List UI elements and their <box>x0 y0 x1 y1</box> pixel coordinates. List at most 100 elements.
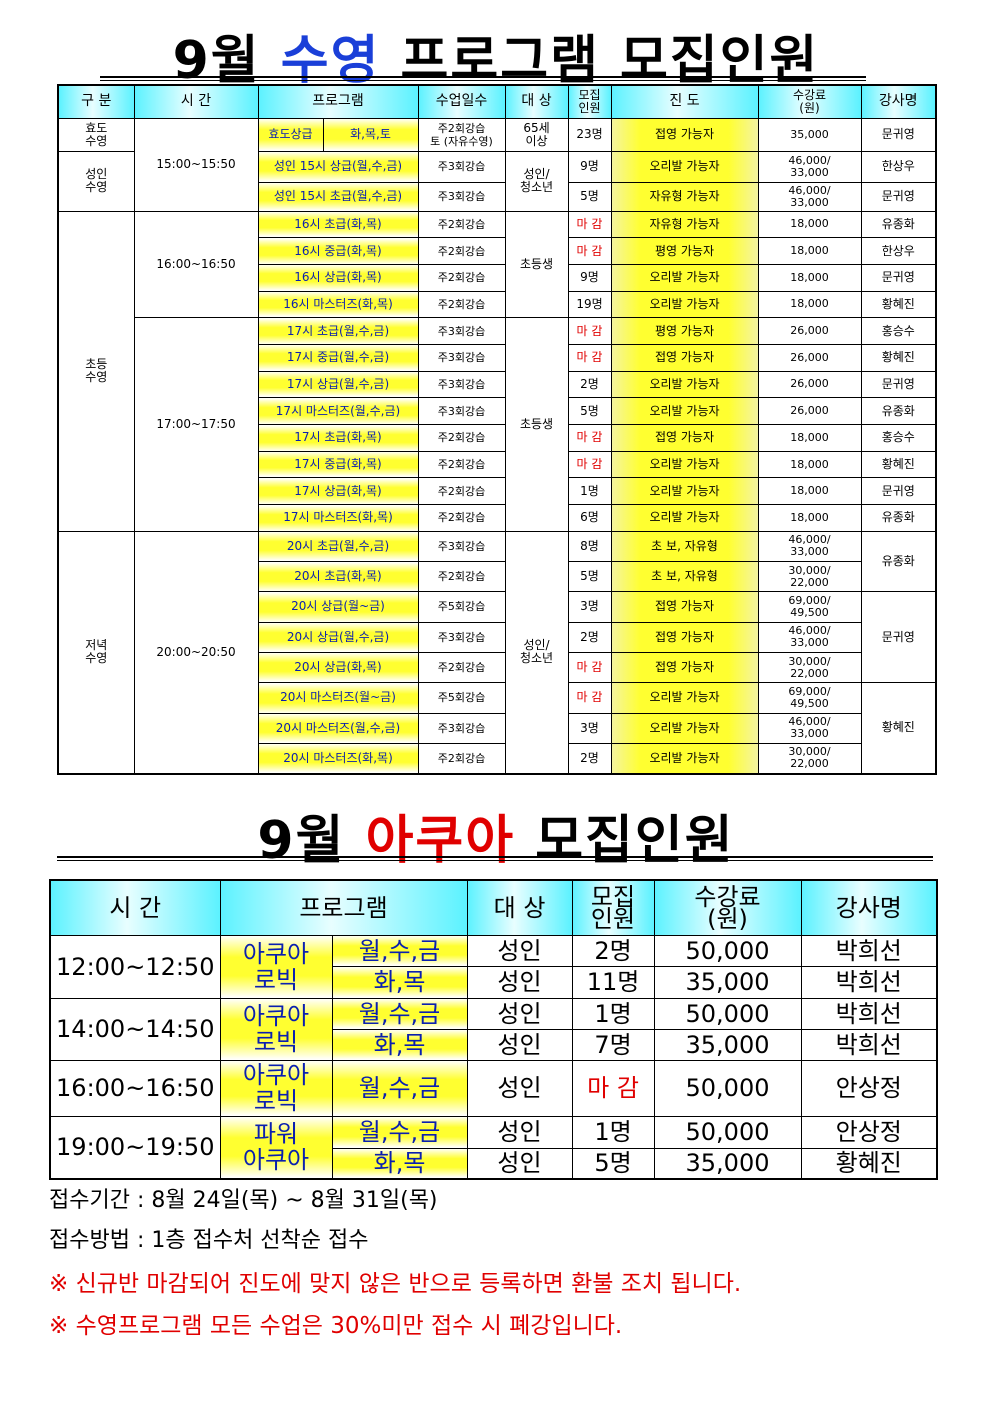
table-row: 초등 수영 16:00~16:50 16시 초급(화,목) 주2회강습 초등생 마 감 자유형… <box>57 210 937 532</box>
table-row: 14:00~14:50 아쿠아 로빅 월,수,금 성인 1명 50,000 박희선 <box>49 997 938 1061</box>
days-cell: 화,목 <box>331 965 468 999</box>
time-cell: 19:00~19:50 <box>49 1115 221 1180</box>
instructor-cell: 안상정 <box>800 1059 938 1117</box>
days-cell: 화,목 <box>331 1028 468 1061</box>
registration-period: 접수기간 : 8월 24일(목) ~ 8월 31일(목) <box>49 1188 438 1213</box>
table-row: 20시 상급(월,수,금) 주3회강습 2명 접영 가능자 46,000/33,000 <box>58 621 936 653</box>
target-cell: 성인 <box>466 1028 573 1061</box>
column-header: 대 상 <box>466 879 573 936</box>
days-cell: 화,목 <box>331 1147 468 1180</box>
instructor-cell: 문귀영 <box>860 263 937 292</box>
program-days-cell: 화,목,토 <box>322 117 419 152</box>
program-cell: 효도상급 <box>257 117 324 152</box>
program-cell: 성인 15시 상급(월,수,금) <box>257 150 419 183</box>
cancellation-warning: ※ 수영프로그램 모든 수업은 30%미만 접수 시 폐강입니다. <box>49 1313 623 1339</box>
column-header: 진 도 <box>610 84 759 119</box>
instructor-cell: 황혜진 <box>860 450 937 479</box>
table-row: 17:00~17:50 17시 초급(월,수,금) 주3회강습 초등생 마 감 평영 가능… <box>58 317 937 532</box>
table-row: 16시 중급(화,목) 주2회강습 마 감 평영 가능자 18,000 한상우 <box>58 237 937 265</box>
program-cell: 17시 상급(월,수,금) <box>257 370 419 399</box>
progress-cell: 평영 가능자 <box>610 317 759 345</box>
column-header: 강사명 <box>860 84 937 119</box>
days-cell: 월,수,금 <box>331 1059 468 1117</box>
column-header: 강사명 <box>800 879 938 936</box>
program-cell: 17시 중급(화,목) <box>257 450 419 479</box>
program-cell: 20시 상급(월~금) <box>257 591 419 623</box>
instructor-cell: 홍승수 <box>860 424 937 452</box>
program-cell: 16시 초급(화,목) <box>257 210 419 239</box>
target-cell: 성인 <box>466 1115 573 1149</box>
program-cell: 17시 마스터즈(월,수,금) <box>257 397 419 425</box>
progress-cell: 초 보, 자유형 <box>610 530 759 563</box>
table-row: 19:00~19:50 파워 아쿠아 월,수,금 성인 1명 50,000 안상정 <box>49 1115 938 1180</box>
instructor-cell: 문귀영 <box>860 117 937 152</box>
table-row: 성인 15시 초급(월,수,금) 주3회강습 5명 자유형 가능자 46,000/33,… <box>58 181 937 212</box>
table-row: 17시 상급(화,목) 주2회강습 1명 오리발 가능자 18,000 문귀영 <box>58 477 937 506</box>
count-cell: 마 감 <box>567 210 612 239</box>
target-cell: 성인 <box>466 1147 573 1180</box>
progress-cell: 접영 가능자 <box>610 424 759 452</box>
count-cell: 1명 <box>571 997 655 1030</box>
progress-cell: 평영 가능자 <box>610 237 759 265</box>
table-row: 20시 상급(화,목) 주2회강습 마 감 접영 가능자 30,000/22,000 <box>58 651 936 684</box>
sessions-cell: 주2회강습 <box>417 561 506 593</box>
instructor-cell: 황혜진 <box>860 682 937 775</box>
registration-method: 접수방법 : 1층 접수처 선착순 접수 <box>49 1228 369 1253</box>
count-cell: 1명 <box>567 477 612 506</box>
sessions-cell: 주5회강습 <box>417 682 506 714</box>
count-cell: 19명 <box>567 290 612 319</box>
time-cell: 15:00~15:50 <box>133 117 259 212</box>
sessions-cell: 주2회강습 <box>417 651 506 684</box>
target-cell: 성인 <box>466 965 573 999</box>
column-header: 대 상 <box>504 84 569 119</box>
target-cell: 초등생 <box>504 210 569 319</box>
count-cell: 마 감 <box>567 237 612 265</box>
count-cell: 마 감 <box>567 682 612 714</box>
title-rest: 프로그램 모집인원 <box>400 31 820 91</box>
target-cell: 성인 <box>466 997 573 1030</box>
instructor-cell: 유종화 <box>860 210 937 239</box>
time-cell: 17:00~17:50 <box>133 317 259 532</box>
column-header: 수강료 (원) <box>653 879 802 936</box>
fee-cell: 46,000/33,000 <box>757 181 862 212</box>
table-row: 17시 상급(월,수,금) 주3회강습 2명 오리발 가능자 26,000 문귀영 <box>58 370 937 399</box>
instructor-cell: 박희선 <box>800 934 938 967</box>
table-row: 17시 초급(화,목) 주2회강습 마 감 접영 가능자 18,000 홍승수 <box>58 424 937 452</box>
sessions-cell: 주3회강습 <box>417 712 506 744</box>
progress-cell: 오리발 가능자 <box>610 150 759 183</box>
count-cell: 2명 <box>571 934 655 967</box>
sessions-cell: 주2회강습 <box>417 504 506 532</box>
fee-cell: 35,000 <box>653 965 802 999</box>
fee-cell: 35,000 <box>757 117 862 152</box>
sessions-cell: 주3회강습 <box>417 370 506 399</box>
column-header: 수강료 (원) <box>757 84 862 119</box>
table-row: 17시 마스터즈(화,목) 주2회강습 6명 오리발 가능자 18,000 유종화 <box>58 504 937 532</box>
fee-cell: 18,000 <box>757 477 862 506</box>
table-row: 17시 중급(월,수,금) 주3회강습 마 감 접영 가능자 26,000 황혜진 <box>58 343 937 372</box>
fee-cell: 50,000 <box>653 997 802 1030</box>
instructor-cell: 박희선 <box>800 1028 938 1061</box>
fee-cell: 18,000 <box>757 290 862 319</box>
sessions-cell: 주2회강습 <box>417 263 506 292</box>
table-row: 저녁 수영 20:00~20:50 20시 초급(월,수,금) 주3회강습 성인/청소년 8… <box>57 530 937 775</box>
fee-cell: 35,000 <box>653 1147 802 1180</box>
instructor-cell: 문귀영 <box>860 370 937 399</box>
fee-cell: 26,000 <box>757 370 862 399</box>
fee-cell: 18,000 <box>757 450 862 479</box>
program-cell: 16시 마스터즈(화,목) <box>257 290 419 319</box>
column-header: 프로그램 <box>219 879 468 936</box>
fee-cell: 18,000 <box>757 210 862 239</box>
category-cell: 초등 수영 <box>57 210 135 532</box>
count-cell: 2명 <box>567 370 612 399</box>
program-cell: 아쿠아 로빅 <box>219 997 333 1061</box>
sessions-cell: 주2회강습 <box>417 290 506 319</box>
progress-cell: 접영 가능자 <box>610 591 759 623</box>
title-month: 9월 <box>172 31 261 91</box>
time-cell: 20:00~20:50 <box>133 530 259 775</box>
fee-cell: 18,000 <box>757 504 862 532</box>
progress-cell: 오리발 가능자 <box>610 712 759 744</box>
table-row: 성인 수영 성인 15시 상급(월,수,금) 주3회강습 성인/청소년 9명 오리발 가능자… <box>57 150 937 212</box>
program-cell: 20시 마스터즈(월~금) <box>257 682 419 714</box>
fee-cell: 46,000/33,000 <box>757 530 862 563</box>
